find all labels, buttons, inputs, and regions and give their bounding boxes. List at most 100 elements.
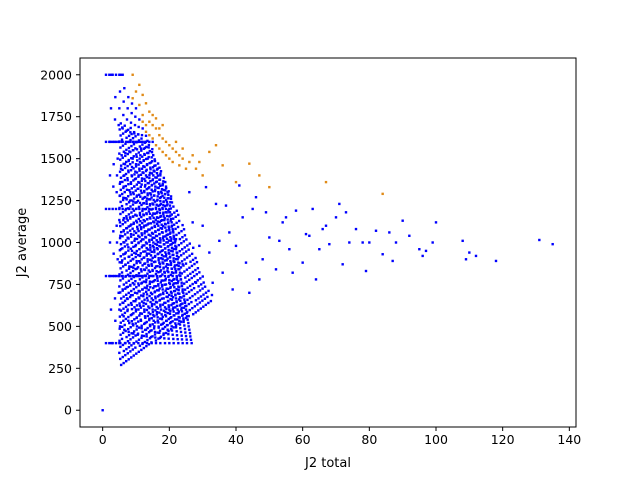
scatter-point xyxy=(112,163,115,166)
scatter-point xyxy=(172,271,175,275)
scatter-point xyxy=(164,198,168,202)
scatter-point xyxy=(137,253,140,257)
scatter-point xyxy=(164,255,168,258)
scatter-point xyxy=(159,303,162,306)
scatter-point xyxy=(135,292,139,295)
scatter-point xyxy=(119,341,122,345)
scatter-point xyxy=(182,294,186,297)
scatter-point xyxy=(157,216,160,220)
scatter-point xyxy=(108,174,112,177)
scatter-point xyxy=(163,259,167,262)
scatter-point xyxy=(161,288,164,291)
scatter-point xyxy=(121,210,125,214)
scatter-point xyxy=(160,279,163,282)
scatter-point xyxy=(148,176,151,180)
scatter-point xyxy=(141,288,144,291)
scatter-point xyxy=(130,332,133,335)
scatter-point xyxy=(119,291,122,294)
scatter-point xyxy=(135,225,139,229)
scatter-point xyxy=(146,284,149,287)
scatter-point xyxy=(151,323,154,326)
scatter-point xyxy=(163,196,166,199)
scatter-point xyxy=(125,347,128,351)
scatter-point xyxy=(119,224,122,228)
scatter-point xyxy=(162,333,165,337)
scatter-point xyxy=(133,173,136,176)
scatter-point xyxy=(166,203,169,206)
scatter-point xyxy=(137,163,140,166)
scatter-point xyxy=(120,140,124,144)
scatter-point xyxy=(171,227,174,231)
scatter-point xyxy=(127,146,131,150)
scatter-point xyxy=(127,358,130,361)
scatter-point xyxy=(185,341,189,345)
scatter-point xyxy=(169,231,172,234)
scatter-point xyxy=(184,331,187,334)
scatter-point xyxy=(134,90,138,93)
scatter-point xyxy=(122,174,125,178)
scatter-point xyxy=(160,231,164,234)
scatter-point xyxy=(167,248,170,252)
scatter-point xyxy=(170,249,173,252)
scatter-point xyxy=(194,167,198,170)
scatter-point xyxy=(118,194,121,198)
scatter-point xyxy=(171,253,174,257)
scatter-point xyxy=(150,329,153,332)
scatter-point xyxy=(147,264,151,267)
scatter-point xyxy=(130,241,134,244)
scatter-point xyxy=(156,277,159,280)
scatter-point xyxy=(161,273,164,276)
scatter-point xyxy=(130,187,133,190)
scatter-point xyxy=(127,201,131,204)
scatter-point xyxy=(170,271,174,274)
scatter-point xyxy=(148,323,152,327)
scatter-point xyxy=(160,188,164,191)
scatter-point xyxy=(119,164,123,167)
scatter-point xyxy=(167,317,170,321)
scatter-point xyxy=(122,295,125,298)
scatter-point xyxy=(132,192,135,196)
scatter-point xyxy=(152,327,156,330)
scatter-point xyxy=(111,274,114,278)
scatter-point xyxy=(130,356,133,359)
scatter-point xyxy=(121,355,124,359)
scatter-point xyxy=(202,281,205,284)
scatter-point xyxy=(149,300,152,304)
scatter-point xyxy=(132,143,136,146)
scatter-point xyxy=(101,409,104,412)
scatter-point xyxy=(158,294,161,297)
scatter-point xyxy=(132,221,135,224)
scatter-point xyxy=(161,184,164,187)
scatter-point xyxy=(141,276,144,279)
scatter-point xyxy=(178,237,182,241)
scatter-point xyxy=(151,298,155,302)
scatter-point xyxy=(134,163,138,166)
scatter-point xyxy=(162,176,166,180)
scatter-point xyxy=(151,190,154,193)
scatter-point xyxy=(126,273,130,276)
scatter-point xyxy=(135,261,138,265)
scatter-point xyxy=(132,209,136,212)
scatter-point xyxy=(170,303,173,307)
scatter-point xyxy=(121,180,124,184)
scatter-point xyxy=(152,260,156,264)
scatter-point xyxy=(132,155,135,158)
scatter-point xyxy=(135,325,139,328)
scatter-point xyxy=(124,317,128,321)
scatter-point xyxy=(169,259,172,263)
scatter-point xyxy=(118,308,121,311)
scatter-point xyxy=(177,219,181,223)
scatter-point xyxy=(167,293,171,297)
scatter-point xyxy=(311,207,314,211)
scatter-point xyxy=(167,193,170,197)
scatter-point xyxy=(124,130,127,133)
scatter-point xyxy=(119,146,122,149)
scatter-point xyxy=(161,194,164,198)
scatter-point xyxy=(244,261,248,264)
scatter-point xyxy=(141,120,144,123)
scatter-point xyxy=(268,185,271,189)
scatter-point xyxy=(224,204,228,207)
scatter-point xyxy=(134,177,138,180)
scatter-point xyxy=(154,254,157,258)
scatter-point xyxy=(149,234,152,237)
